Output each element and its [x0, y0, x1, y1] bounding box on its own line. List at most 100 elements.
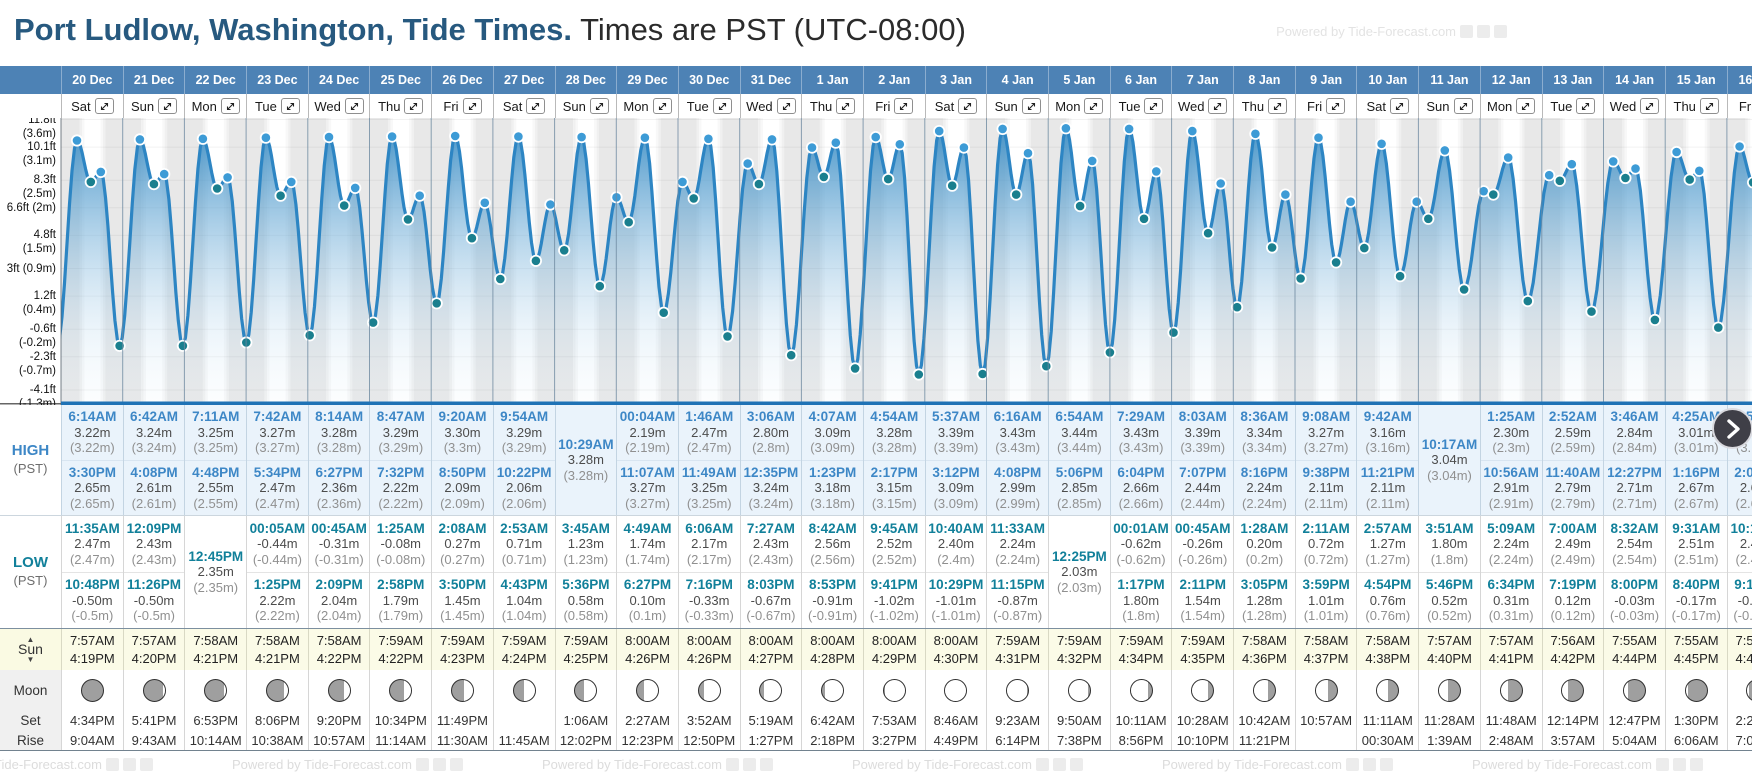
tide-time: 2:11PM	[1179, 577, 1226, 592]
expand-day-button[interactable]	[94, 98, 114, 114]
moon-cell	[1294, 670, 1357, 710]
watermark-text: Powered by Tide-Forecast.com	[0, 757, 102, 772]
tide-event: 4:54PM 0.76m (0.76m)	[1357, 573, 1418, 629]
expand-day-button[interactable]	[1144, 98, 1164, 114]
next-page-button[interactable]	[1712, 408, 1752, 449]
expand-day-button[interactable]	[589, 98, 609, 114]
expand-day-button[interactable]	[220, 98, 240, 114]
tide-height: 1.23m	[567, 536, 604, 551]
moon-phase-icon	[1006, 678, 1030, 702]
high-tide-cell: 6:42AM 3.24m (3.24m) 4:08PM 2.61m (2.61m)	[122, 405, 185, 515]
moon-phase-icon	[1437, 678, 1461, 702]
high-tide-cell: 6:14AM 3.22m (3.22m) 3:30PM 2.65m (2.65m)	[61, 405, 123, 515]
moonrise-time: 11:30AM	[436, 732, 488, 748]
tide-event: 7:07PM 2.44m (2.44m)	[1172, 461, 1233, 516]
weekday-label: Sat	[502, 98, 523, 114]
moonset-cell: 8:46AM	[924, 710, 987, 730]
watermark-text: Powered by Tide-Forecast.com	[1472, 757, 1652, 772]
expand-day-button[interactable]	[776, 98, 796, 114]
expand-day-button[interactable]	[894, 98, 914, 114]
high-tide-marker	[1344, 195, 1357, 208]
moonrise-cell: 12:50PM	[677, 730, 740, 750]
tide-height: 0.76m	[1369, 592, 1406, 608]
tide-time: 1:16PM	[1672, 464, 1720, 480]
tide-height-alt: (-0.17m)	[1671, 608, 1721, 623]
tide-event: 7:29AM 3.43m (3.43m)	[1110, 405, 1172, 461]
moonset-time: 10:57AM	[1300, 712, 1353, 728]
watermark-icon	[1477, 25, 1490, 38]
low-tide-cell: 6:06AM 2.17m (2.17m) 7:16PM -0.33m (-0.33m)	[677, 516, 740, 628]
expand-day-button[interactable]	[158, 98, 178, 114]
moonset-cell: 10:57AM	[1294, 710, 1357, 730]
expand-day-button[interactable]	[958, 98, 978, 114]
sun-cell: 8:00AM 4:28PM	[801, 629, 863, 670]
high-tide-cell: 6:54AM 3.44m (3.44m) 5:06PM 2.85m (2.85m)	[1048, 405, 1110, 515]
moonrise-time: 11:21PM	[1238, 732, 1290, 748]
tide-height-alt: (2.55m)	[193, 495, 239, 511]
tide-time: 5:06PM	[1055, 464, 1103, 480]
date-cell: 15 Jan	[1664, 66, 1727, 94]
expand-day-button[interactable]	[1326, 98, 1346, 114]
tide-event: 8:16PM 2.24m (2.24m)	[1234, 461, 1295, 516]
moon-cell	[1171, 670, 1233, 710]
date-cell: 1 Jan	[801, 66, 863, 94]
date-cell: 29 Dec	[616, 66, 678, 94]
tide-time: 4:48PM	[192, 464, 240, 480]
tide-height: 2.11m	[1308, 480, 1344, 495]
moonset-time: 9:50AM	[1056, 712, 1102, 728]
moonrise-cell: 7:00AM	[1726, 730, 1752, 750]
expand-day-button[interactable]	[1390, 98, 1410, 114]
low-tide-marker	[84, 175, 97, 189]
expand-day-button[interactable]	[1516, 98, 1536, 114]
expand-day-button[interactable]	[1268, 98, 1288, 114]
expand-day-button[interactable]	[1084, 98, 1104, 114]
moonset-time: 9:20PM	[316, 712, 362, 728]
sunset-time: 4:46PM	[1735, 650, 1752, 666]
tide-event: 8:47AM 3.29m (3.29m)	[370, 405, 432, 461]
sunrise-time: 7:57AM	[69, 632, 115, 648]
expand-day-button[interactable]	[526, 98, 546, 114]
expand-day-button[interactable]	[344, 98, 364, 114]
tide-height: 2.84m	[1616, 424, 1653, 440]
expand-day-button[interactable]	[1021, 98, 1041, 114]
low-tide-marker	[1422, 212, 1435, 225]
low-tide-cell: 00:45AM -0.31m (-0.31m) 2:09PM 2.04m (2.04m)	[307, 516, 370, 628]
tide-height-alt: (0.27m)	[440, 551, 485, 567]
tide-event: 1:17PM 1.80m (1.8m)	[1111, 573, 1172, 629]
expand-day-button[interactable]	[652, 98, 672, 114]
moonrise-cell: 6:06AM	[1664, 730, 1727, 750]
low-tide-marker	[211, 182, 224, 195]
tide-time: 8:40PM	[1672, 577, 1720, 592]
low-tide-cell: 00:05AM -0.44m (-0.44m) 1:25PM 2.22m (2.22m)	[246, 516, 308, 628]
watermark-bottom: Powered by Tide-Forecast.com	[232, 757, 463, 772]
date-cell: 30 Dec	[677, 66, 740, 94]
watermark-text: Powered by Tide-Forecast.com	[1276, 24, 1456, 39]
low-tide-marker	[1458, 283, 1471, 296]
moonrise-time: 7:38PM	[1056, 732, 1102, 748]
tide-time: 2:09PM	[315, 577, 363, 592]
expand-day-button[interactable]	[1208, 98, 1228, 114]
tide-time: 4:54PM	[1364, 577, 1412, 592]
expand-day-button[interactable]	[1699, 98, 1719, 114]
expand-day-button[interactable]	[462, 98, 482, 114]
low-tide-cell: 00:01AM -0.62m (-0.62m) 1:17PM 1.80m (1.8m)	[1109, 516, 1172, 629]
moonrise-time: 5:04AM	[1612, 732, 1657, 748]
low-tide-cell: 2:57AM 1.27m (1.27m) 4:54PM 0.76m (0.76m)	[1356, 516, 1419, 629]
moonrise-time: 3:57AM	[1550, 732, 1596, 748]
expand-day-button[interactable]	[712, 98, 732, 114]
expand-day-button[interactable]	[836, 98, 856, 114]
expand-day-button[interactable]	[1576, 98, 1596, 114]
tide-time: 8:50PM	[438, 464, 487, 480]
expand-day-button[interactable]	[1453, 98, 1473, 114]
weekday-label: Sun	[562, 98, 586, 114]
high-tide-marker	[1629, 162, 1642, 175]
expand-day-button[interactable]	[1640, 98, 1660, 114]
low-tide-cell: 1:25AM -0.08m (-0.08m) 2:58PM 1.79m (1.79m)	[369, 516, 432, 628]
tide-time: 11:35AM	[64, 520, 120, 536]
sun-cell: 8:00AM 4:30PM	[924, 629, 987, 670]
tide-height-alt: (2.56m)	[810, 551, 855, 567]
tide-height-alt: (2.52m)	[871, 551, 917, 567]
tide-time: 9:38PM	[1302, 464, 1350, 480]
expand-day-button[interactable]	[404, 98, 424, 114]
expand-day-button[interactable]	[280, 98, 300, 114]
